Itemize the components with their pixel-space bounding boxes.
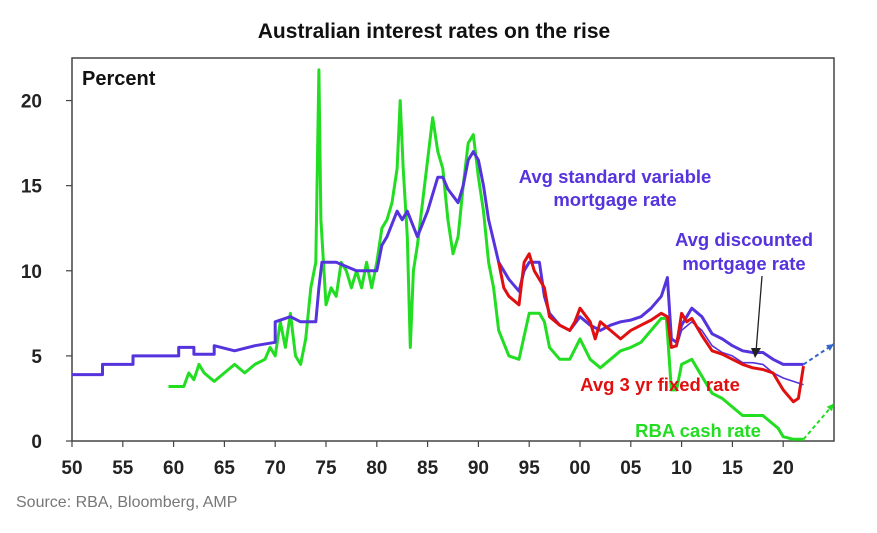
x-tick-label: 10 bbox=[671, 458, 692, 479]
discounted-pointer-arrowhead bbox=[751, 348, 761, 358]
x-tick-label: 80 bbox=[366, 458, 387, 479]
y-tick-label: 0 bbox=[31, 432, 42, 453]
x-tick-label: 85 bbox=[417, 458, 439, 479]
series-line-cash-rate-projection bbox=[802, 402, 835, 440]
x-tick-label: 65 bbox=[214, 458, 236, 479]
label-standard-variable-line2: mortgage rate bbox=[553, 189, 676, 210]
label-discounted-line1: Avg discounted bbox=[675, 229, 813, 250]
x-tick-label: 95 bbox=[519, 458, 541, 479]
y-tick-label: 20 bbox=[21, 92, 42, 113]
y-tick-label: 10 bbox=[21, 262, 42, 283]
series-lines bbox=[72, 68, 835, 441]
chart-title: Australian interest rates on the rise bbox=[258, 20, 610, 43]
label-discounted-line2: mortgage rate bbox=[682, 253, 805, 274]
x-tick-label: 55 bbox=[112, 458, 134, 479]
projection-arrowhead bbox=[826, 343, 834, 351]
x-tick-label: 70 bbox=[265, 458, 286, 479]
x-tick-label: 60 bbox=[163, 458, 184, 479]
label-rba-cash: RBA cash rate bbox=[635, 420, 761, 441]
label-standard-variable-line1: Avg standard variable bbox=[519, 166, 712, 187]
x-tick-label: 50 bbox=[61, 458, 82, 479]
x-tick-label: 20 bbox=[773, 458, 794, 479]
source-note: Source: RBA, Bloomberg, AMP bbox=[16, 494, 237, 511]
label-3yr-fixed: Avg 3 yr fixed rate bbox=[580, 374, 740, 395]
y-tick-label: 5 bbox=[31, 347, 42, 368]
x-tick-label: 00 bbox=[569, 458, 590, 479]
series-line-avg-3-yr-fixed-rate bbox=[497, 252, 805, 404]
discounted-pointer-line bbox=[755, 275, 763, 353]
x-tick-label: 75 bbox=[315, 458, 337, 479]
x-tick-label: 05 bbox=[620, 458, 642, 479]
projection-arrowhead bbox=[826, 403, 834, 412]
y-axis-label: Percent bbox=[82, 68, 156, 90]
series-line-rba-cash-rate bbox=[168, 68, 804, 441]
y-tick-label: 15 bbox=[21, 177, 43, 198]
x-tick-label: 15 bbox=[722, 458, 744, 479]
x-tick-label: 90 bbox=[468, 458, 489, 479]
